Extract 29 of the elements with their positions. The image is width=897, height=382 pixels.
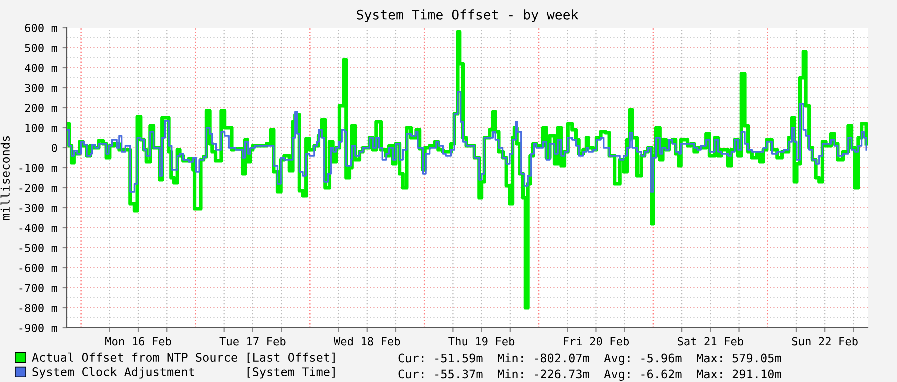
y-tick-label: -700 m [20,284,58,292]
y-axis-title: milliseconds [0,136,10,220]
x-tick-label: Tue 17 Feb [220,337,286,346]
y-tick-label: 500 m [25,44,58,52]
y-tick-label: -400 m [20,224,58,232]
text: Cur: -55.37m Min: -226.73m Avg: -6.62m Max: 291.10m [398,370,782,382]
x-tick-label: Sun 22 Feb [792,337,858,346]
y-tick-label: 400 m [25,64,58,72]
legend-label: Actual Offset from NTP Source [Last Offset] [32,352,335,364]
y-tick-label: -800 m [20,304,58,312]
y-tick-label: 200 m [25,104,58,112]
x-tick-label: Wed 18 Feb [334,337,400,346]
y-tick-label: -200 m [20,184,58,192]
legend-label: System Clock Adjustment [System Time] [32,367,335,379]
text: Cur: -51.59m Min: -802.07m Avg: -5.96m Max: 579.05m [398,354,782,366]
y-tick-label: 100 m [26,124,58,132]
y-tick-label: -900 m [20,324,58,332]
x-tick-label: Thu 19 Feb [448,337,515,346]
x-tick-label: Sat 21 Feb [678,337,744,346]
y-tick-label: -600 m [20,264,58,272]
y-tick-label: 0 [52,144,58,152]
x-tick-label: Fri 20 Feb [564,337,630,346]
x-tick-label: Mon 16 Feb [106,337,172,346]
y-tick-label: -300 m [20,204,58,212]
y-tick-label: 300 m [25,84,58,92]
y-tick-label: 600 m [25,24,58,32]
chart-title: System Time Offset - by week [357,10,579,22]
y-tick-label: -100 m [20,164,58,172]
y-tick-label: -500 m [20,244,58,252]
